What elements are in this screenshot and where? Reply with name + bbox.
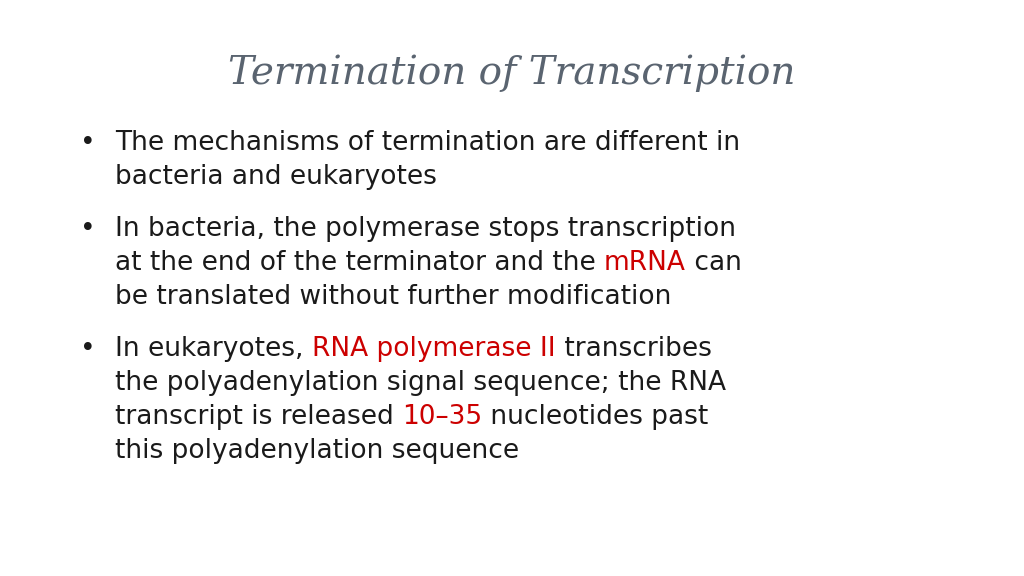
Text: the polyadenylation signal sequence; the RNA: the polyadenylation signal sequence; the…	[115, 370, 726, 396]
Text: In eukaryotes,: In eukaryotes,	[115, 336, 312, 362]
Text: can: can	[686, 250, 741, 276]
Text: •: •	[80, 130, 95, 156]
Text: transcript is released: transcript is released	[115, 404, 402, 430]
Text: mRNA: mRNA	[604, 250, 686, 276]
Text: 10–35: 10–35	[402, 404, 482, 430]
Text: bacteria and eukaryotes: bacteria and eukaryotes	[115, 164, 437, 190]
Text: at the end of the terminator and the: at the end of the terminator and the	[115, 250, 604, 276]
Text: Termination of Transcription: Termination of Transcription	[228, 55, 796, 93]
Text: •: •	[80, 336, 95, 362]
Text: RNA polymerase II: RNA polymerase II	[312, 336, 555, 362]
Text: The mechanisms of termination are different in: The mechanisms of termination are differ…	[115, 130, 740, 156]
Text: transcribes: transcribes	[555, 336, 712, 362]
Text: In bacteria, the polymerase stops transcription: In bacteria, the polymerase stops transc…	[115, 216, 736, 242]
Text: •: •	[80, 216, 95, 242]
Text: be translated without further modification: be translated without further modificati…	[115, 284, 672, 310]
Text: this polyadenylation sequence: this polyadenylation sequence	[115, 438, 519, 464]
Text: nucleotides past: nucleotides past	[482, 404, 709, 430]
